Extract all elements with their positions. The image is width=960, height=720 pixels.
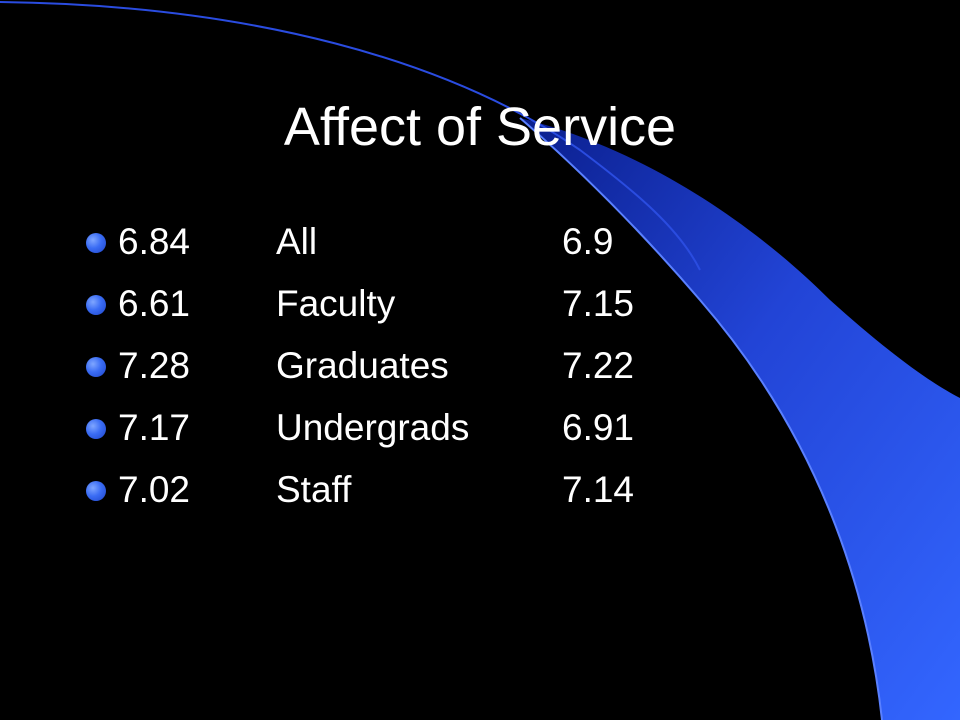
group-label: Faculty <box>276 283 396 324</box>
swoosh-fill <box>520 118 960 720</box>
right-score: 7.14 <box>562 469 635 510</box>
bullet-icon <box>86 357 106 377</box>
left-score: 6.61 <box>118 283 191 324</box>
group-label: Graduates <box>276 345 449 386</box>
slide-title: Affect of Service <box>283 97 677 157</box>
group-label: All <box>276 221 318 262</box>
right-score: 6.9 <box>562 221 614 262</box>
left-score: 7.02 <box>118 469 191 510</box>
right-score: 7.22 <box>562 345 635 386</box>
group-label: Undergrads <box>276 407 470 448</box>
group-label: Staff <box>276 469 352 510</box>
left-score: 6.84 <box>118 221 191 262</box>
bullet-icon <box>86 233 106 253</box>
left-score: 7.17 <box>118 407 191 448</box>
right-score: 6.91 <box>562 407 635 448</box>
swoosh-edge <box>519 117 883 720</box>
left-score: 7.28 <box>118 345 191 386</box>
bullet-icon <box>86 419 106 439</box>
bullet-icon <box>86 481 106 501</box>
right-score: 7.15 <box>562 283 635 324</box>
thin-arc-line <box>0 1 701 271</box>
bullet-icon <box>86 295 106 315</box>
